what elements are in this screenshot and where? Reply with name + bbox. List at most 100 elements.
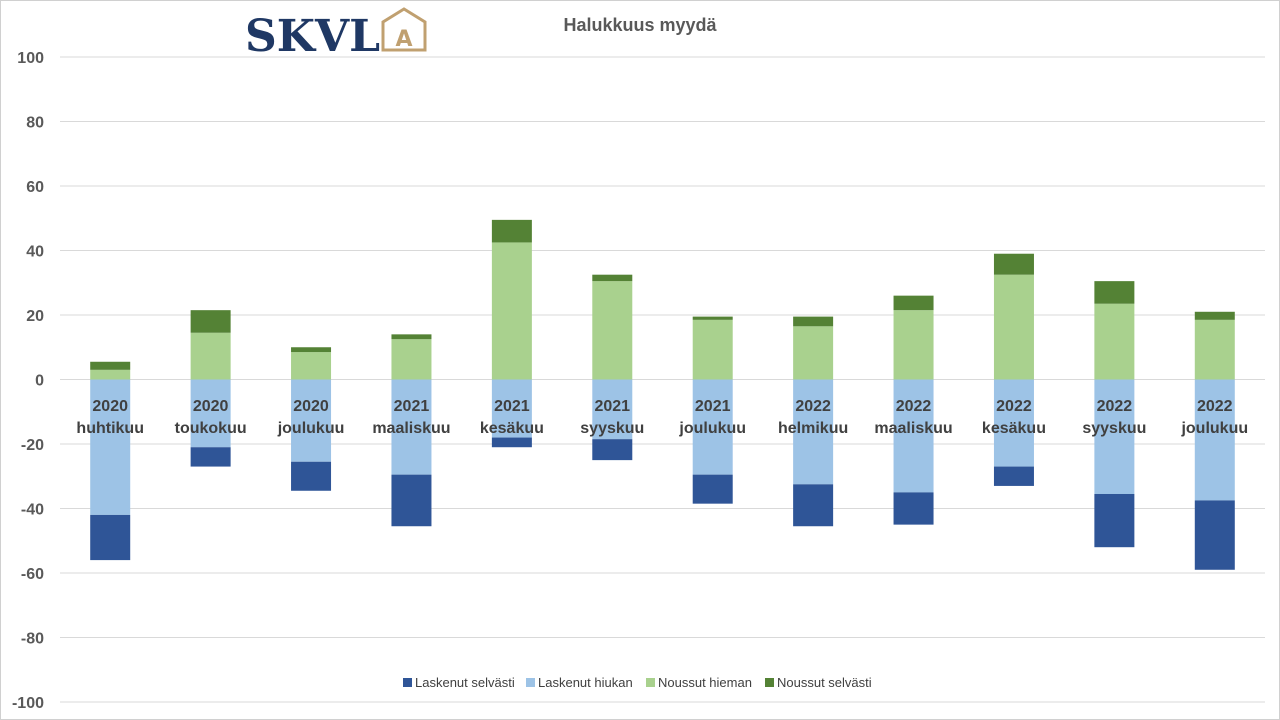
y-axis-ticks: 100 80 60 40 20 0 -20 -40 -60 -80 -100 [12, 50, 44, 712]
bar-segment [391, 379, 432, 475]
bar-segment [793, 379, 834, 485]
logo-text: SKVL [245, 11, 380, 62]
bar-segment [491, 242, 532, 380]
category-label: 2020 [193, 398, 229, 415]
bar-segment [1094, 379, 1135, 494]
bar-segment [793, 326, 834, 380]
bar-segment [1194, 319, 1235, 380]
category-label: 2022 [795, 398, 831, 415]
y-tick-label: 40 [26, 244, 44, 261]
bar-segment [190, 332, 231, 380]
y-tick-label: 60 [26, 179, 44, 196]
bar-segment [90, 514, 131, 561]
category-label: 2021 [494, 398, 530, 415]
bar-segment [190, 379, 231, 448]
legend-label: Noussut hieman [658, 675, 752, 690]
category-label: helmikuu [778, 420, 848, 437]
bar-segment [291, 379, 332, 462]
logo-house-icon [381, 7, 427, 52]
bar-segment [893, 295, 934, 311]
category-label: toukokuu [175, 420, 247, 437]
bar-segment [692, 316, 733, 320]
bar-segment [893, 492, 934, 525]
category-label: 2022 [1197, 398, 1233, 415]
legend-swatch [646, 678, 655, 687]
legend-swatch [403, 678, 412, 687]
legend-swatch [765, 678, 774, 687]
legend-label: Noussut selvästi [777, 675, 872, 690]
bar-segment [190, 310, 231, 333]
y-tick-label: 80 [26, 115, 44, 132]
bar-segment [391, 334, 432, 340]
bar-segment [993, 274, 1034, 380]
bar-segment [190, 447, 231, 467]
category-label: 2020 [293, 398, 329, 415]
category-label: maaliskuu [372, 420, 450, 437]
legend-swatch [526, 678, 535, 687]
category-label: joulukuu [1180, 420, 1248, 437]
category-label: 2022 [896, 398, 932, 415]
gridlines [60, 56, 1265, 703]
y-tick-label: 20 [26, 308, 44, 325]
legend-label: Laskenut hiukan [538, 675, 633, 690]
bar-segment [592, 281, 633, 380]
bar-segment [291, 347, 332, 353]
category-label: 2020 [92, 398, 128, 415]
bar-segment [90, 369, 131, 380]
chart-title: Halukkuus myydä [563, 15, 717, 35]
bar-segment [491, 219, 532, 243]
bar-segment [592, 274, 633, 282]
bar-segment [793, 316, 834, 327]
bar-segment [1094, 303, 1135, 380]
bar-segment [893, 310, 934, 380]
bar-segment [1094, 493, 1135, 548]
category-label: maaliskuu [874, 420, 952, 437]
bar-segment [491, 437, 532, 448]
y-tick-label: -60 [21, 566, 44, 583]
bar-segment [90, 379, 131, 515]
bar-segment [592, 379, 633, 440]
bar-segment [793, 484, 834, 527]
category-label: 2021 [394, 398, 430, 415]
bar-segment [291, 352, 332, 380]
category-label: 2022 [1097, 398, 1133, 415]
legend-label: Laskenut selvästi [415, 675, 515, 690]
category-label: 2022 [996, 398, 1032, 415]
category-label: 2021 [594, 398, 630, 415]
bar-segment [692, 319, 733, 380]
category-labels: 2020 huhtikuu 2020 toukokuu 2020 joulukuu 2021… [76, 398, 1248, 437]
category-label: kesäkuu [982, 420, 1046, 437]
category-label: syyskuu [580, 420, 644, 437]
category-label: joulukuu [277, 420, 345, 437]
bar-segment [692, 379, 733, 475]
bar-segment [391, 339, 432, 380]
category-label: huhtikuu [76, 420, 144, 437]
bar-segment [1194, 500, 1235, 570]
y-tick-label: -20 [21, 437, 44, 454]
category-label: syyskuu [1082, 420, 1146, 437]
bar-segment [1194, 311, 1235, 320]
legend: Laskenut selvästi Laskenut hiukan Noussut … [403, 675, 872, 690]
bar-segment [391, 474, 432, 527]
bar-segment [291, 461, 332, 491]
y-tick-label: -80 [21, 631, 44, 648]
logo-mark: A [395, 27, 412, 52]
bar-segment [1194, 379, 1235, 501]
category-label: 2021 [695, 398, 731, 415]
bar-segment [491, 379, 532, 438]
bar-segment [692, 474, 733, 504]
bar-segment [592, 439, 633, 461]
category-label: joulukuu [678, 420, 746, 437]
y-tick-label: -100 [12, 695, 44, 712]
bar-segment [90, 361, 131, 370]
bar-segment [893, 379, 934, 493]
y-tick-label: 0 [35, 373, 44, 390]
skvla-logo: SKVL A [245, 7, 427, 62]
bars [90, 219, 1235, 570]
bar-segment [993, 379, 1034, 467]
y-tick-label: -40 [21, 502, 44, 519]
y-tick-label: 100 [17, 50, 44, 67]
bar-segment [1094, 281, 1135, 304]
bar-segment [993, 466, 1034, 486]
